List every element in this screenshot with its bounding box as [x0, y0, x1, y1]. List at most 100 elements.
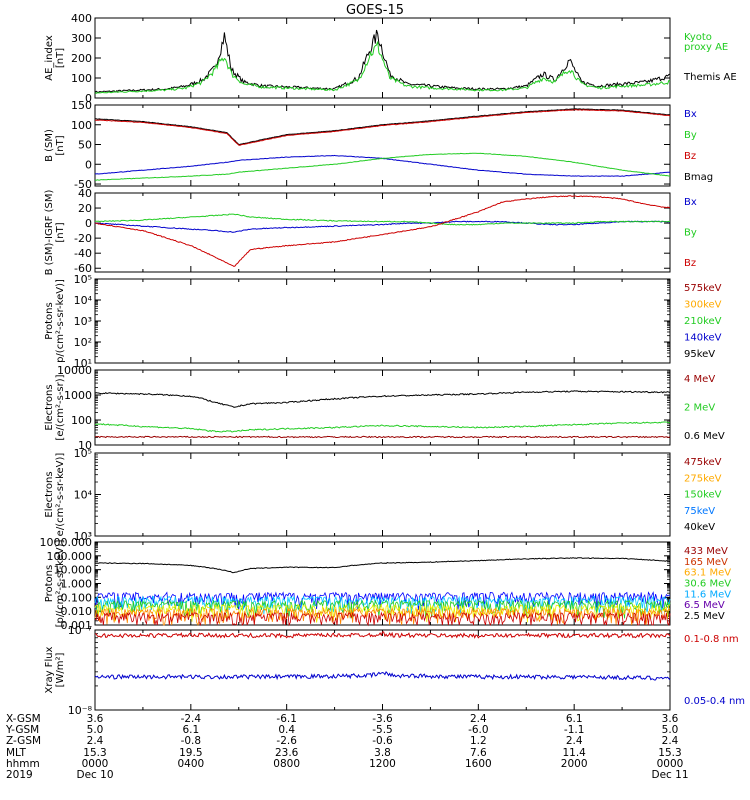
y-tick-label: -60 [74, 262, 92, 275]
ephemeris-value: 1600 [465, 758, 492, 770]
y-axis-label: [nT] [55, 222, 66, 242]
bsm-series-by [94, 152, 670, 181]
y-tick-label: 40 [78, 187, 92, 200]
legend-entry: 2 MeV [684, 403, 715, 414]
y-axis-label: e/(cm²-s-sr-keV)] [55, 453, 66, 537]
electrons1-frame [94, 369, 671, 446]
y-tick-label: 0 [85, 217, 92, 230]
ephemeris-row-label: MLT [6, 747, 26, 759]
legend-entry: 150keV [684, 490, 722, 501]
ephemeris-row-label: 2019 [6, 769, 33, 781]
y-axis-label: B (SM)-IGRF (SM) [44, 190, 55, 276]
y-tick-label: -40 [74, 247, 92, 260]
y-tick-label: 150 [71, 99, 92, 112]
y-tick-label: 10000 [57, 364, 92, 377]
ephemeris-value: -2.6 [276, 735, 297, 747]
ephemeris-value: -5.5 [372, 724, 393, 736]
y-axis-label: Electrons [44, 471, 55, 517]
electrons2-frame [94, 452, 671, 537]
ephemeris-value: 5.0 [662, 724, 679, 736]
y-axis-label: Xray Flux [44, 646, 55, 693]
plot-title: GOES-15 [346, 3, 404, 18]
y-tick-label: 200 [71, 52, 92, 65]
ephemeris-value: 2000 [561, 758, 588, 770]
protons1-panel: 10¹ 10² 10³ 10⁴ 10⁵ Protons p/(cm²-s-sr-keV)] 5… [44, 273, 722, 370]
ephemeris-value: 2.4 [470, 713, 487, 725]
ephemeris-value: 0000 [82, 758, 109, 770]
legend-entry: By [684, 228, 697, 239]
ephemeris-value: 0000 [657, 758, 684, 770]
legend-entry: 75keV [684, 506, 715, 517]
legend-entry: 140keV [684, 333, 722, 344]
protons2-series-433-mev [95, 557, 671, 574]
ephemeris-row-label: hhmm [6, 758, 40, 770]
y-tick-label: 300 [71, 32, 92, 45]
legend-entry: 2.5 MeV [684, 611, 725, 622]
bigrf-series-bx [94, 220, 671, 233]
y-tick-label: 0.001 [61, 619, 93, 632]
legend-entry: 11.6 MeV [684, 589, 731, 600]
y-axis-label: Protons [44, 302, 55, 339]
legend-entry: 300keV [684, 300, 722, 311]
ephemeris-value: 5.0 [87, 724, 104, 736]
y-axis-label: p/(cm²-s-sr-keV)] [55, 279, 66, 363]
y-tick-label: 10⁵ [74, 273, 92, 286]
ephemeris-value: 1200 [369, 758, 396, 770]
ephemeris-value: Dec 11 [651, 769, 688, 781]
y-tick-label: 20 [78, 202, 92, 215]
ephemeris-value: 23.6 [275, 747, 299, 759]
ephemeris-value: 7.6 [470, 747, 487, 759]
ephemeris-value: -3.6 [372, 713, 393, 725]
y-tick-label: 50 [78, 139, 92, 152]
protons2-series-6-5-mev [94, 607, 671, 626]
bigrf-series-bz [94, 195, 671, 267]
y-tick-label: 100 [71, 72, 92, 85]
y-tick-label: 10⁴ [74, 489, 93, 502]
ephemeris-value: 0400 [177, 758, 204, 770]
bigrf-series-by [94, 213, 671, 226]
ephemeris-value: 2.4 [566, 735, 583, 747]
xray-series-0-1-0-8-nm [94, 631, 671, 639]
y-tick-label: 0 [85, 92, 92, 105]
y-axis-label: [p/(cm²-s-sr-keV)] [55, 540, 66, 628]
y-tick-label: -20 [74, 232, 92, 245]
ae-series-themis-ae [94, 29, 671, 94]
legend-entry: 575keV [684, 283, 722, 294]
ephemeris-value: -0.6 [372, 735, 393, 747]
electrons2-panel: 10³ 10⁴ 10⁵ Electrons e/(cm²-s-sr-keV)] 475ke… [44, 447, 722, 543]
y-axis-label: AE_index [44, 35, 55, 81]
ephemeris-value: 3.6 [662, 713, 679, 725]
legend-entry: Bz [684, 258, 696, 269]
y-axis-label: [nT] [55, 48, 66, 68]
ephemeris-table: X-GSMY-GSMZ-GSMMLThhmm20193.65.02.415.30… [5, 713, 689, 781]
ephemeris-value: 3.8 [374, 747, 391, 759]
legend-entry: Themis AE [683, 72, 737, 83]
legend-entry: 275keV [684, 473, 722, 484]
legend-entry: proxy AE [684, 42, 728, 53]
ephemeris-value: 0800 [273, 758, 300, 770]
ephemeris-value: -6.1 [276, 713, 297, 725]
y-tick-label: 10⁻⁷ [68, 624, 92, 637]
y-tick-label: 10.000 [54, 564, 93, 577]
protons2-series-165-mev [94, 591, 670, 611]
legend-entry: 0.1-0.8 nm [684, 634, 739, 645]
legend-entry: Bz [684, 151, 696, 162]
ephemeris-value: -6.0 [468, 724, 489, 736]
ae-series-kyoto-proxy-ae [94, 41, 671, 94]
legend-entry: 0.05-0.4 nm [684, 696, 745, 707]
ephemeris-value: 15.3 [658, 747, 681, 759]
protons2-frame [94, 541, 671, 626]
y-tick-label: 400 [71, 12, 92, 25]
ephemeris-row-label: Z-GSM [6, 735, 41, 747]
ephemeris-value: 0.4 [278, 724, 295, 736]
legend-entry: Bx [684, 109, 697, 120]
legend-entry: Kyoto [684, 32, 712, 43]
ephemeris-value: 6.1 [182, 724, 199, 736]
ephemeris-value: 19.5 [179, 747, 202, 759]
protons2-series-30-6-mev [94, 599, 671, 619]
ephemeris-value: 11.4 [562, 747, 586, 759]
ephemeris-value: 2.4 [87, 735, 104, 747]
